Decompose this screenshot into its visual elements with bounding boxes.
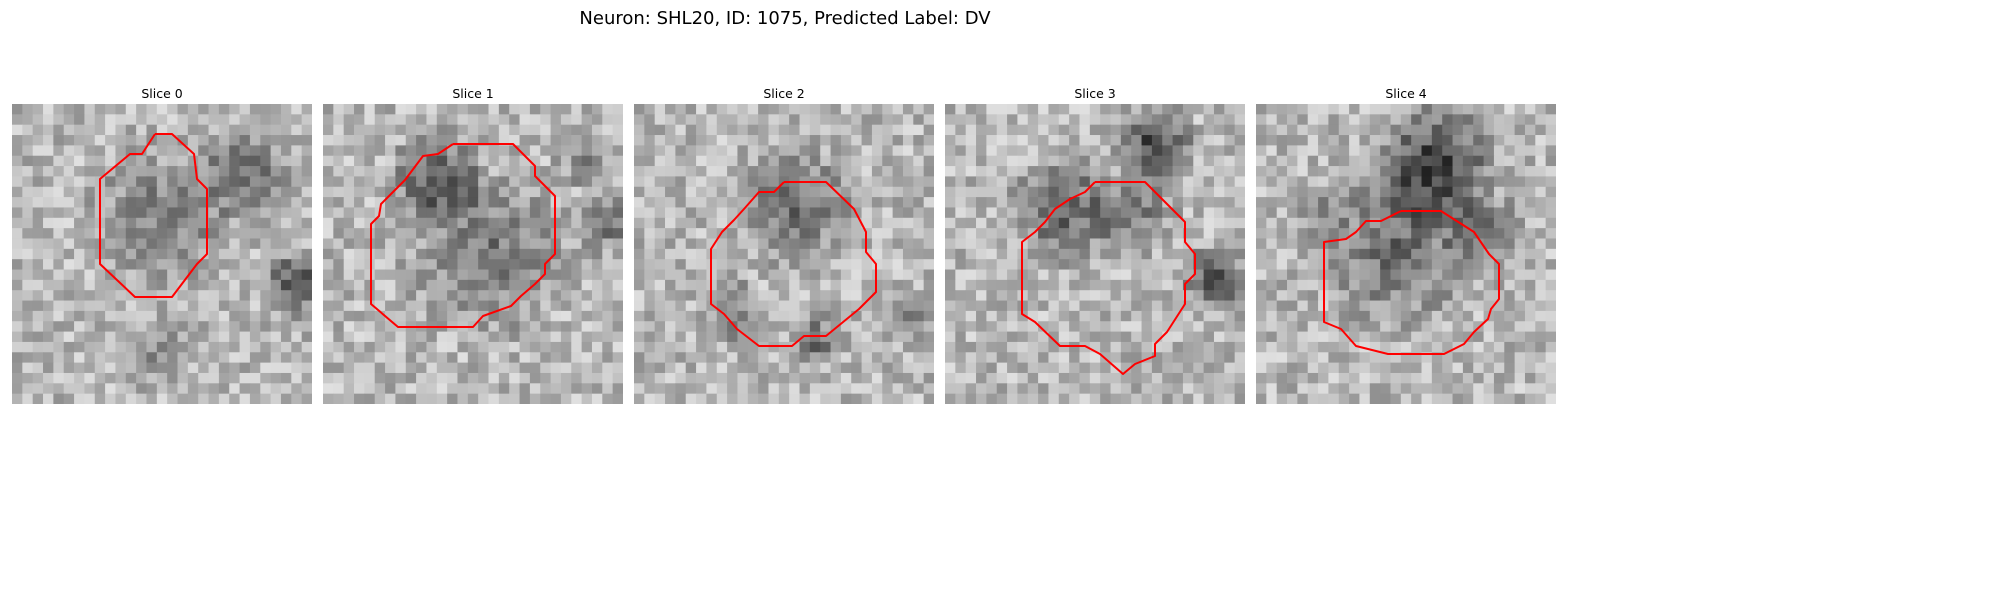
figure-title: Neuron: SHL20, ID: 1075, Predicted Label… [579,8,991,29]
slice-panel-0: Slice 0 [12,84,312,404]
slice-panel-1: Slice 1 [323,84,623,404]
slice-image [323,104,623,404]
neuron-contour [710,181,877,347]
neuron-contour [99,133,208,298]
grayscale-patch [945,104,1245,404]
slice-image [12,104,312,404]
neuron-contour [370,143,556,328]
grayscale-patch [1256,104,1556,404]
neuron-contour [1021,181,1196,375]
grayscale-patch [634,104,934,404]
grayscale-patch [12,104,312,404]
slice-title: Slice 0 [141,86,183,101]
slice-panel-4: Slice 4 [1256,84,1556,404]
slice-title: Slice 1 [452,86,494,101]
neuron-contour [1323,210,1500,355]
grayscale-patch [323,104,623,404]
slice-panel-3: Slice 3 [945,84,1245,404]
slice-panel-2: Slice 2 [634,84,934,404]
slice-image [634,104,934,404]
slice-image [945,104,1245,404]
slice-title: Slice 4 [1385,86,1427,101]
slice-title: Slice 2 [763,86,805,101]
slice-image [1256,104,1556,404]
slice-title: Slice 3 [1074,86,1116,101]
